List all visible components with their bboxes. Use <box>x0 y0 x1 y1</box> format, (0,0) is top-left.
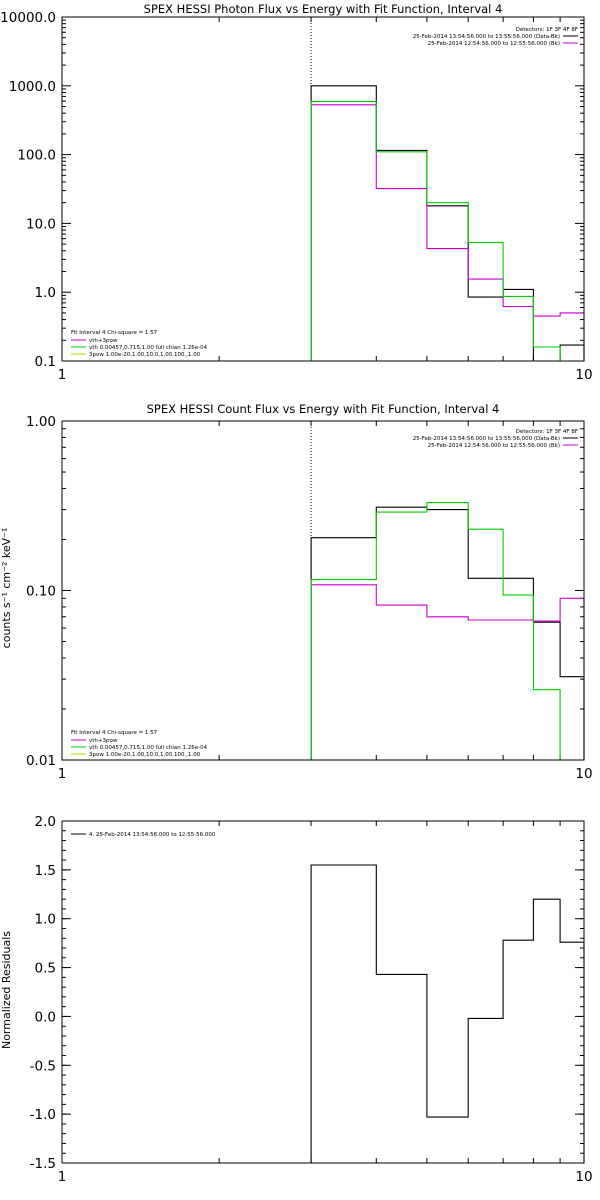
y-tick-label: 0.1 <box>35 354 56 370</box>
count-legend-fit-header: Fit Interval 4 Chi-square = 1.57 <box>71 730 158 736</box>
count-legend-bk-label: 25-Feb-2014 12:54:56.000 to 12:55:56.000… <box>428 443 560 449</box>
resid-series-layer <box>310 864 585 1163</box>
photon-legend-data-label: 25-Feb-2014 13:54:56.000 to 13:55:56.000… <box>413 34 560 40</box>
y-tick-label: 1.0 <box>35 912 56 928</box>
photon-flux-panel: SPEX HESSI Photon Flux vs Energy with Fi… <box>0 2 592 383</box>
y-tick-label: -1.5 <box>30 1156 56 1172</box>
residuals-panel: Normalized Residuals -1.5 -1.0 -0.5 0.0 0.5 1… <box>0 814 593 1185</box>
x-tick-label: 1 <box>58 766 67 782</box>
y-tick-label: 0.5 <box>35 961 56 977</box>
photon-legend-right: Detectors: 1F 3F 4F 8F 25-Feb-2014 13:54… <box>413 27 578 47</box>
count-legend-right: Detectors: 1F 3F 4F 8F 25-Feb-2014 13:54… <box>413 429 578 449</box>
y-tick-label: 1.0 <box>35 285 56 301</box>
photon-legend-left: Fit Interval 4 Chi-square = 1.57 vth+3po… <box>71 330 208 358</box>
count-ylabel: counts s⁻¹ cm⁻² keV⁻¹ <box>0 528 13 649</box>
y-tick-label: 0.10 <box>26 584 56 600</box>
y-tick-label: 0.01 <box>26 753 56 769</box>
series-step-line <box>310 864 585 1163</box>
resid-legend-label: 4. 25-Feb-2014 13:54:56.000 to 12:55:56.… <box>89 832 216 838</box>
photon-legend-3pow-label: 3pow 1.00e-20,1.00,10.0,1.00,100.,1.00 <box>89 352 201 358</box>
x-tick-label: 10 <box>575 766 592 782</box>
count-axis-ticks: 0.01 0.10 1.00 1 10 <box>26 414 593 782</box>
photon-legend-detectors: Detectors: 1F 3F 4F 8F <box>516 27 578 33</box>
x-tick-label: 1 <box>58 367 67 383</box>
photon-legend-fit-header: Fit Interval 4 Chi-square = 1.57 <box>71 330 158 336</box>
count-legend-left: Fit Interval 4 Chi-square = 1.57 vth+3po… <box>71 730 208 758</box>
photon-title: SPEX HESSI Photon Flux vs Energy with Fi… <box>144 2 503 16</box>
x-tick-label: 10 <box>575 367 592 383</box>
resid-plot-frame <box>61 820 585 1164</box>
resid-ylabel: Normalized Residuals <box>0 931 13 1049</box>
count-title: SPEX HESSI Count Flux vs Energy with Fit… <box>147 402 500 416</box>
y-tick-label: 100.0 <box>17 148 56 164</box>
photon-legend-model-label: vth+3pow <box>89 338 118 344</box>
resid-legend: 4. 25-Feb-2014 13:54:56.000 to 12:55:56.… <box>71 832 216 838</box>
x-tick-label: 1 <box>58 1169 67 1185</box>
series-step-line <box>310 502 584 761</box>
count-legend-vth-label: vth 0.00457,0.715,1.00 full chian 1.26e-… <box>89 745 208 751</box>
y-tick-label: -0.5 <box>30 1058 56 1074</box>
photon-series-layer <box>310 17 585 362</box>
photon-legend-vth-label: vth 0.00457,0.715,1.00 full chian 1.26e-… <box>89 345 208 351</box>
series-step-line <box>310 104 585 361</box>
series-step-line <box>310 85 585 362</box>
count-legend-model-label: vth+3pow <box>89 738 118 744</box>
count-plot-frame <box>61 420 585 761</box>
photon-axis-ticks: 0.1 1.0 10.0 100.0 1000.0 10000.0 1 10 <box>0 10 592 383</box>
resid-axis-ticks: -1.5 -1.0 -0.5 0.0 0.5 1.0 1.5 2.0 1 10 <box>30 814 593 1185</box>
y-tick-label: 10000.0 <box>0 10 56 26</box>
y-tick-label: 1.00 <box>26 414 56 430</box>
y-tick-label: 2.0 <box>35 814 56 830</box>
count-flux-panel: SPEX HESSI Count Flux vs Energy with Fit… <box>0 402 593 782</box>
series-step-line <box>310 506 585 760</box>
series-step-line <box>310 101 584 362</box>
series-step-line <box>310 584 585 760</box>
count-series-layer <box>310 421 585 761</box>
y-tick-label: 0.0 <box>35 1009 56 1025</box>
count-legend-detectors: Detectors: 1F 3F 4F 8F <box>516 429 578 435</box>
y-tick-label: 1.5 <box>35 863 56 879</box>
y-tick-label: -1.0 <box>30 1107 56 1123</box>
x-tick-label: 10 <box>575 1169 592 1185</box>
photon-plot-frame <box>61 16 585 362</box>
count-legend-3pow-label: 3pow 1.00e-20,1.00,10.0,1.00,100.,1.00 <box>89 752 201 758</box>
y-tick-label: 1000.0 <box>9 79 56 95</box>
y-tick-label: 10.0 <box>26 216 56 232</box>
count-legend-data-label: 25-Feb-2014 13:54:56.000 to 13:55:56.000… <box>413 436 560 442</box>
photon-legend-bk-label: 25-Feb-2014 12:54:56.000 to 12:55:56.000… <box>428 41 560 47</box>
